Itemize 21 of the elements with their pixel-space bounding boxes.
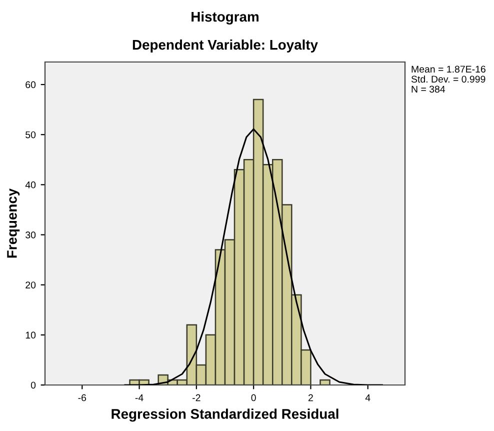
x-axis-title: Regression Standardized Residual <box>112 408 338 422</box>
x-tick-label: 2 <box>308 394 313 402</box>
y-tick-label: 10 <box>26 332 36 339</box>
y-tick-label: 40 <box>25 181 36 188</box>
x-tick-label: 4 <box>365 394 370 402</box>
y-tick-label: 30 <box>26 232 36 238</box>
y-tick-label: 20 <box>26 282 36 288</box>
y-tick-label: 0 <box>30 382 36 389</box>
line-series <box>124 128 383 385</box>
x-tick-label: -4 <box>135 394 144 402</box>
text: Std. Dev. = 0.999 <box>411 75 486 83</box>
x-tick-label: -2 <box>192 394 200 402</box>
y-axis-title: Frequency <box>7 188 20 258</box>
x-tick-label: -6 <box>78 394 86 402</box>
text: Mean = 1.87E-16 <box>412 66 486 73</box>
text: N = 384 <box>412 86 446 93</box>
x-tick-label: 0 <box>251 394 256 402</box>
chart-title: Histogram <box>192 11 258 25</box>
y-tick-label: 50 <box>26 131 36 138</box>
y-tick-label: 60 <box>26 81 36 88</box>
chart-subtitle: Dependent Variable: Loyalty <box>132 40 318 52</box>
